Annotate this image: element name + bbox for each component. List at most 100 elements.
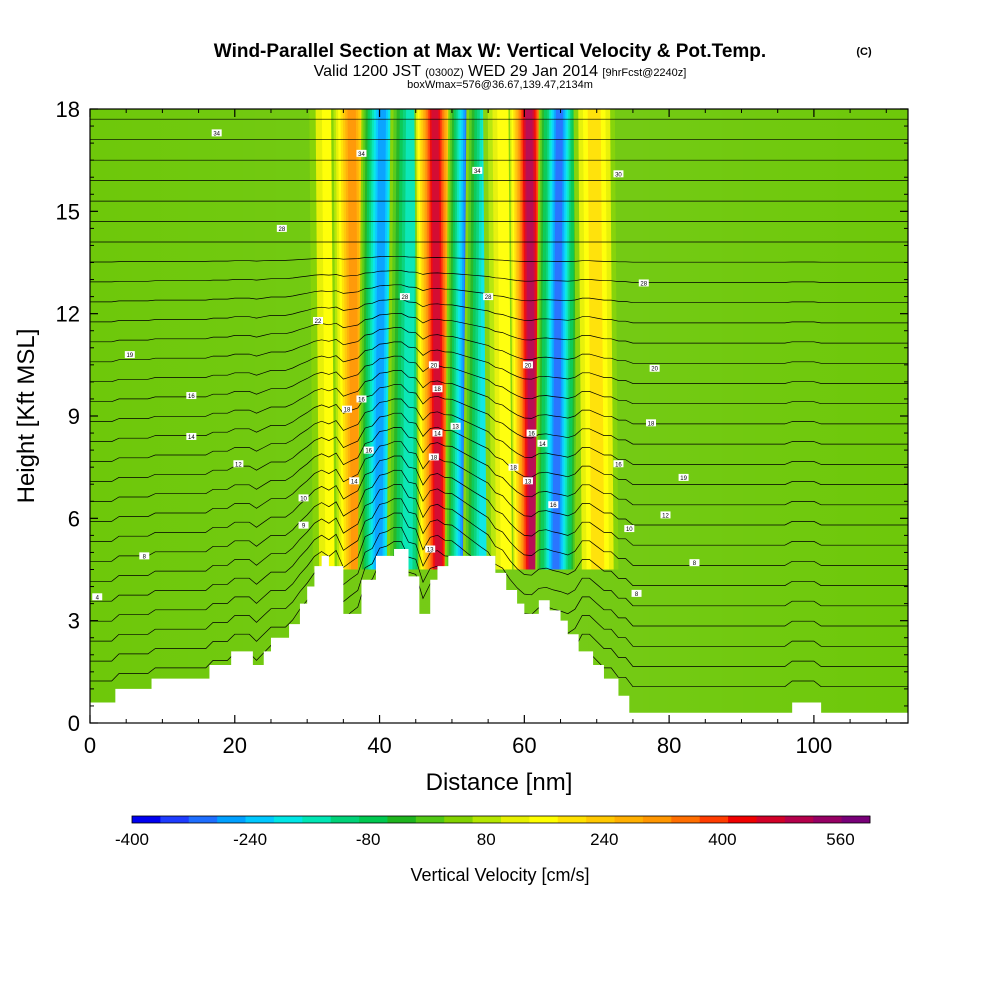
contour-label: 16 bbox=[526, 429, 537, 438]
y-axis-label: Height [Kft MSL] bbox=[13, 329, 40, 504]
colorbar-swatch bbox=[472, 816, 502, 823]
colorbar-tick-label: -240 bbox=[233, 830, 267, 849]
colorbar-swatch bbox=[756, 816, 786, 823]
colorbar-swatch bbox=[642, 816, 672, 823]
contour-label-bg bbox=[356, 149, 367, 157]
colorbar-swatch bbox=[501, 816, 530, 823]
contour-label-text: 19 bbox=[680, 476, 687, 482]
theta-contour bbox=[90, 398, 908, 465]
colorbar-swatch bbox=[444, 816, 474, 823]
contour-label-text: 13 bbox=[427, 548, 434, 554]
colorbar-swatch bbox=[557, 816, 587, 823]
theta-contour bbox=[90, 355, 908, 405]
contour-label: 18 bbox=[428, 453, 439, 461]
contour-label: 16 bbox=[363, 446, 374, 455]
contour-label-text: 20 bbox=[651, 367, 658, 373]
colorbar-swatch bbox=[302, 816, 332, 823]
theta-contour bbox=[90, 327, 908, 364]
contour-label-text: 34 bbox=[358, 152, 365, 158]
contour-label: 34 bbox=[472, 166, 483, 175]
colorbar-label: Vertical Velocity [cm/s] bbox=[410, 865, 589, 885]
contour-label: 8 bbox=[689, 559, 700, 567]
contour-label-bg bbox=[92, 593, 103, 601]
y-axis: 0 3 6 9 12 15 18 bbox=[56, 97, 908, 736]
contour-label: 16 bbox=[548, 501, 559, 509]
contour-label-text: 10 bbox=[300, 496, 307, 502]
contour-label-text: 34 bbox=[213, 131, 220, 137]
contour-label-bg bbox=[537, 439, 548, 447]
contour-label: 28 bbox=[399, 293, 410, 301]
colorbar-swatch bbox=[273, 816, 303, 823]
contour-label-bg bbox=[298, 521, 309, 529]
contour-label: 18 bbox=[646, 419, 657, 427]
x-tick-label: 40 bbox=[367, 733, 391, 758]
theta-contour bbox=[90, 427, 908, 506]
theta-contour bbox=[90, 370, 908, 425]
contour-label-bg bbox=[472, 166, 483, 174]
contour-label-text: 28 bbox=[640, 281, 647, 287]
colorbar-ticks: -400 -240 -80 80 240 400 560 bbox=[115, 830, 855, 849]
contour-label-text: 30 bbox=[615, 172, 622, 178]
colorbar-tick-label: 240 bbox=[590, 830, 618, 849]
colorbar-swatch bbox=[387, 816, 417, 823]
contour-label-bg bbox=[124, 351, 135, 359]
contour-label: 16 bbox=[186, 392, 197, 400]
colorbar-swatch bbox=[359, 816, 388, 823]
contour-label-bg bbox=[450, 422, 461, 430]
contour-label-text: 14 bbox=[539, 442, 546, 448]
contour-label-text: 18 bbox=[434, 387, 441, 393]
contour-label: 14 bbox=[537, 439, 548, 448]
colorbar-swatch bbox=[132, 816, 161, 823]
x-axis-label: Distance [nm] bbox=[426, 769, 573, 796]
contour-label-bg bbox=[638, 279, 649, 287]
theta-contour bbox=[90, 455, 908, 546]
contour-label-text: 22 bbox=[315, 319, 322, 325]
contour-label-text: 8 bbox=[143, 554, 147, 560]
y-tick-label: 6 bbox=[68, 506, 80, 531]
contour-label-text: 28 bbox=[485, 295, 492, 301]
contour-label-text: 8 bbox=[635, 592, 639, 598]
contour-label-bg bbox=[139, 552, 150, 560]
y-tick-label: 15 bbox=[56, 199, 80, 224]
x-tick-label: 100 bbox=[796, 733, 833, 758]
theta-contour bbox=[90, 498, 908, 607]
contour-label: 10 bbox=[624, 525, 635, 533]
x-tick-label: 0 bbox=[84, 733, 96, 758]
valid-date: WED 29 Jan 2014 bbox=[468, 63, 598, 80]
x-tick-label: 20 bbox=[223, 733, 247, 758]
forecast-info: [9hrFcst@2240z] bbox=[602, 67, 686, 79]
copyright-mark: (C) bbox=[856, 46, 872, 58]
contour-label-bg bbox=[211, 129, 222, 137]
contour-label: 34 bbox=[356, 149, 367, 158]
contour-label: 8 bbox=[631, 589, 642, 598]
contour-label-bg bbox=[298, 494, 309, 502]
contour-label-text: 28 bbox=[278, 227, 285, 233]
x-axis: 0 20 40 60 80 100 bbox=[84, 109, 887, 758]
contour-label: 28 bbox=[276, 224, 287, 233]
contour-label-bg bbox=[341, 405, 352, 413]
colorbar-swatch bbox=[841, 816, 871, 823]
colorbar-tick-label: 400 bbox=[708, 830, 736, 849]
y-tick-label: 12 bbox=[56, 302, 80, 327]
contour-label-text: 13 bbox=[525, 479, 532, 485]
boxwmax-subtitle: boxWmax=576@36.67,139.47,2134m bbox=[407, 79, 593, 91]
contour-label: 20 bbox=[522, 361, 533, 369]
theta-contour bbox=[90, 441, 908, 526]
contour-label: 28 bbox=[638, 279, 649, 287]
contour-label: 22 bbox=[313, 316, 324, 325]
contour-label-text: 12 bbox=[662, 513, 669, 519]
contour-label: 19 bbox=[678, 473, 689, 482]
contour-label-text: 14 bbox=[188, 435, 195, 441]
contour-label-bg bbox=[678, 473, 689, 481]
contour-label: 19 bbox=[124, 351, 135, 359]
theta-contour bbox=[90, 412, 908, 485]
colorbar-swatch bbox=[614, 816, 644, 823]
theta-contour bbox=[90, 341, 908, 384]
contour-label-text: 8 bbox=[693, 561, 697, 567]
contour-labels: 34 28 22 19 16 14 12 10 9 8 4 34 28 18 16 16 14 20 18 14 13 1… bbox=[92, 129, 700, 601]
contour-label-bg bbox=[233, 460, 244, 468]
contour-label-bg bbox=[349, 477, 360, 485]
contour-label: 13 bbox=[450, 422, 461, 431]
colorbar-swatch bbox=[529, 816, 559, 823]
